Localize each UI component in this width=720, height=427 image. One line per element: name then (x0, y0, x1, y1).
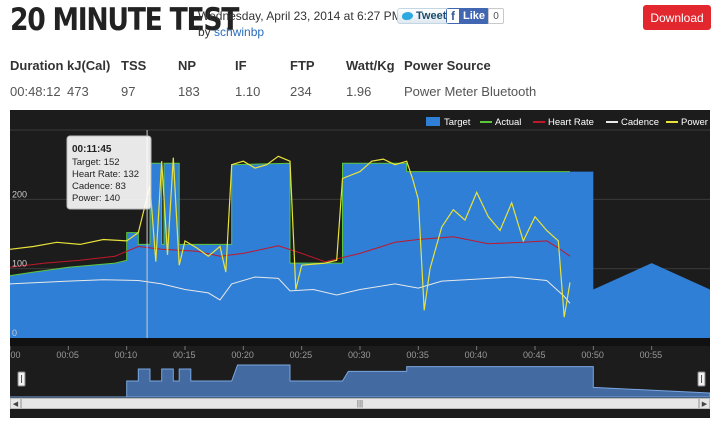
tweet-label: Tweet (416, 10, 447, 22)
x-tick-label: 00:00 (10, 350, 21, 360)
legend-label: Power (681, 117, 708, 128)
cadence-line (9, 276, 571, 304)
byline-prefix: by (198, 25, 215, 39)
tooltip-power: Power: 140 (72, 193, 120, 204)
twitter-bird-icon (402, 12, 413, 20)
stat-label: Power Source (404, 58, 491, 73)
legend-item-target[interactable]: Target (426, 117, 471, 128)
x-tick-label: 00:25 (290, 350, 313, 360)
legend-label: Cadence (621, 117, 659, 128)
like-label: Like (463, 10, 486, 22)
legend-swatch (426, 117, 440, 126)
workout-date: Wednesday, April 23, 2014 at 6:27 PM (198, 9, 402, 23)
legend-label: Actual (495, 117, 521, 128)
facebook-icon: f (446, 8, 460, 24)
stat-power-source: Power Source Power Meter Bluetooth (404, 58, 536, 99)
stat-np: NP 183 (178, 58, 200, 99)
stat-value: Power Meter Bluetooth (404, 84, 537, 99)
chart-scrollbar[interactable]: ◀ ||| ▶ (10, 398, 710, 409)
stat-ftp: FTP 234 (290, 58, 315, 99)
y-tick-label: 100 (12, 259, 27, 269)
scroll-left-arrow-icon[interactable]: ◀ (10, 398, 21, 409)
stat-label: IF (235, 58, 247, 73)
actual-line (9, 162, 570, 277)
x-tick-label: 00:50 (581, 350, 604, 360)
like-count: 0 (488, 8, 504, 24)
x-tick-label: 00:45 (523, 350, 546, 360)
stat-value: 1.10 (235, 84, 261, 99)
tooltip: 00:11:45 Target: 152 Heart Rate: 132 Cad… (66, 135, 152, 210)
tooltip-heart-rate: Heart Rate: 132 (72, 169, 139, 180)
stat-label: Duration (10, 58, 64, 73)
power-line (9, 155, 571, 318)
tooltip-time: 00:11:45 (72, 144, 112, 155)
tooltip-box (66, 135, 152, 210)
legend-item-cadence[interactable]: Cadence (606, 117, 659, 128)
stat-label: TSS (121, 58, 147, 73)
x-tick-label: 00:05 (56, 350, 79, 360)
stat-kj: kJ(Cal) 473 (67, 58, 110, 99)
stat-value: 97 (121, 84, 136, 99)
x-tick-label: 00:20 (231, 350, 254, 360)
stat-label: NP (178, 58, 197, 73)
legend: Target Actual Heart Rate Cadence Power (426, 117, 708, 128)
target-area (10, 163, 710, 338)
legend-item-heart-rate[interactable]: Heart Rate (533, 117, 594, 128)
legend-item-power[interactable]: Power (666, 117, 708, 128)
x-tick-label: 00:10 (115, 350, 138, 360)
navigator-series (10, 364, 711, 398)
stat-label: FTP (290, 58, 315, 73)
tooltip-cadence: Cadence: 83 (72, 181, 126, 192)
header: 20 MINUTE TEST Wednesday, April 23, 2014… (0, 0, 720, 48)
author-link[interactable]: schwinbp (214, 25, 265, 39)
x-tick-label: 00:55 (640, 350, 663, 360)
stat-label: kJ(Cal) (67, 58, 111, 73)
x-tick-label: 00:30 (348, 350, 371, 360)
x-axis-band (10, 338, 710, 346)
stat-if: IF 1.10 (235, 58, 260, 99)
stat-value: 473 (67, 84, 89, 99)
x-tick-label: 00:40 (465, 350, 488, 360)
scrollbar-thumb[interactable]: ||| (21, 398, 699, 409)
legend-item-actual[interactable]: Actual (480, 117, 521, 128)
workout-title: 20 MINUTE TEST (10, 2, 239, 38)
heart-rate-line (9, 236, 571, 268)
download-button[interactable]: Download (643, 5, 711, 30)
byline: by schwinbp (198, 25, 264, 39)
tweet-button[interactable]: Tweet (397, 8, 453, 24)
stat-value: 00:48:12 (10, 84, 61, 99)
y-tick-label: 200 (12, 189, 27, 199)
x-tick-label: 00:35 (406, 350, 429, 360)
stat-watt-kg: Watt/Kg 1.96 (346, 58, 395, 99)
stat-duration: Duration 00:48:12 (10, 58, 63, 99)
x-axis-labels: 00:00 00:05 00:10 00:15 00:20 00:25 00:30 00:35… (0, 346, 663, 360)
stat-value: 1.96 (346, 84, 372, 99)
y-axis-labels: 0 100 200 (12, 189, 27, 338)
x-tick-label: 00:15 (173, 350, 196, 360)
legend-label: Heart Rate (548, 117, 594, 128)
stat-value: 183 (178, 84, 200, 99)
stat-tss: TSS 97 (121, 58, 146, 99)
stat-value: 234 (290, 84, 312, 99)
navigator[interactable] (10, 364, 711, 398)
facebook-like-button[interactable]: f Like (446, 8, 491, 24)
scroll-right-arrow-icon[interactable]: ▶ (699, 398, 710, 409)
stat-label: Watt/Kg (346, 58, 395, 73)
tooltip-target: Target: 152 (72, 157, 120, 168)
legend-label: Target (444, 117, 471, 128)
y-tick-label: 0 (12, 328, 17, 338)
